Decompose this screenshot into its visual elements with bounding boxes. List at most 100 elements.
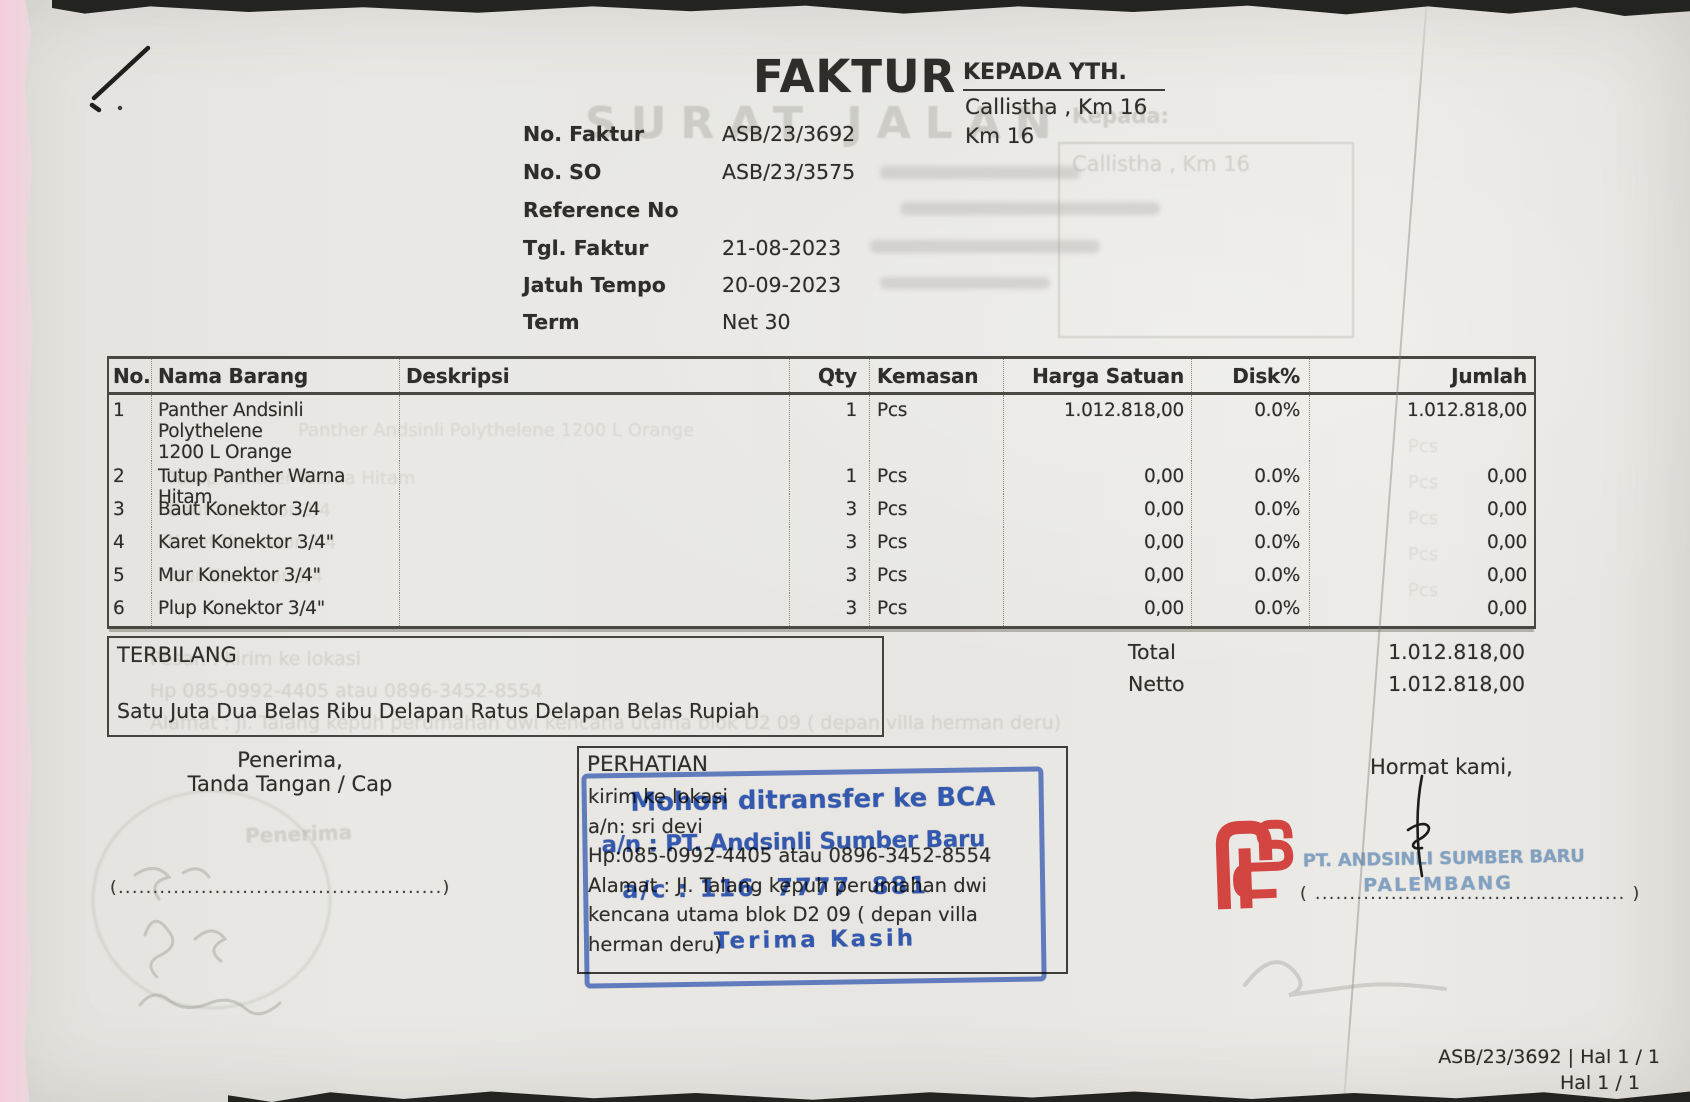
cell-nama-barang: Plup Konektor 3/4" (152, 593, 400, 626)
stamp-line-thanks: Terima Kasih (713, 925, 917, 955)
cell-harga-satuan: 0,00 (1004, 494, 1192, 527)
cell-nama-barang: Baut Konektor 3/4 (152, 494, 400, 527)
col-header-deskripsi: Deskripsi (400, 359, 790, 392)
bleedthrough-hp: Hp 085-0992-4405 atau 0896-3452-8554 (150, 680, 543, 702)
recipient-address: Km 16 (965, 124, 1035, 149)
cell-kemasan: Pcs (870, 593, 1004, 626)
col-header-nama-barang: Nama Barang (152, 359, 400, 392)
meta-value-jatuh-tempo: 20-09-2023 (722, 273, 842, 297)
document-title: FAKTUR (753, 50, 957, 103)
cell-harga-satuan: 0,00 (1004, 593, 1192, 626)
stamp-line-account-name: a/n : PT. Andsinli Sumber Baru (601, 826, 986, 859)
stamp-line-account-number: a/c : 116 7777 881 (621, 871, 929, 905)
perhatian-line: kencana utama blok D2 09 ( depan villa (588, 903, 978, 926)
cell-jumlah: 0,00 (1487, 532, 1527, 553)
cell-harga-satuan: 1.012.818,00 (1004, 395, 1192, 461)
cell-no: 3 (109, 494, 152, 527)
pen-tick-mark (89, 45, 151, 113)
company-logo-stamp (1215, 819, 1294, 910)
netto-value: 1.012.818,00 (1388, 672, 1525, 696)
bleedthrough-smudge (880, 277, 1050, 289)
cell-harga-satuan: 0,00 (1004, 527, 1192, 560)
perhatian-box: PERHATIAN kirim ke lokasi a/n: sri devi … (577, 746, 1068, 974)
bleedthrough-surat-jalan-title: SURAT JALAN (585, 98, 1066, 149)
cell-harga-satuan: 0,00 (1004, 461, 1192, 494)
cell-disk: 0.0% (1192, 593, 1310, 626)
perhatian-line: Alamat : Jl. Talang kepuh perumahan dwi (588, 873, 987, 897)
cell-qty: 1 (790, 395, 870, 461)
meta-label-jatuh-tempo: Jatuh Tempo (523, 273, 666, 297)
col-header-jumlah: Jumlah (1451, 364, 1527, 388)
cell-kemasan: Pcs (870, 395, 1004, 461)
bleedthrough-pcs: Pcs (1408, 508, 1439, 529)
items-table: No. Nama Barang Deskripsi Qty Kemasan Ha… (107, 356, 1536, 629)
bleedthrough-smudge (870, 240, 1100, 253)
meta-label-term: Term (523, 310, 580, 334)
cell-jumlah: 0,00 (1487, 565, 1527, 586)
cell-kemasan: Pcs (870, 527, 1004, 560)
col-header-kemasan: Kemasan (870, 359, 1004, 392)
cell-kemasan: Pcs (870, 560, 1004, 593)
cell-disk: 0.0% (1192, 494, 1310, 527)
cell-qty: 3 (790, 560, 870, 593)
bleedthrough-alamat: Alamat : Jl. Talang kepuh perumahan dwi … (150, 712, 1062, 734)
cell-deskripsi (400, 560, 790, 593)
table-row: 5 Mur Konektor 3/4" 3 Pcs 0,00 0.0% 0,00 (109, 560, 1534, 593)
penerima-label: Penerima, (237, 748, 343, 772)
col-header-qty: Qty (790, 359, 870, 392)
bleedthrough-pcs: Pcs (1408, 544, 1439, 565)
terbilang-box: TERBILANG Satu Juta Dua Belas Ribu Delap… (107, 636, 884, 737)
cell-qty: 3 (790, 593, 870, 626)
bleedthrough-item: Panther Andsinli Polythelene 1200 L Oran… (298, 420, 695, 441)
perhatian-line: herman deru) (588, 932, 722, 956)
bleedthrough-item: Baut Konektor 3/4 (168, 500, 331, 521)
cell-qty: 3 (790, 527, 870, 560)
cell-no: 2 (109, 461, 152, 494)
bleedthrough-penerima: Penerima (244, 820, 353, 848)
cell-disk: 0.0% (1192, 395, 1310, 461)
cell-nama-barang: Karet Konektor 3/4" (152, 527, 400, 560)
tanda-tangan-label: Tanda Tangan / Cap (187, 772, 393, 796)
col-header-harga-satuan: Harga Satuan (1004, 359, 1192, 392)
perhatian-line: Hp:085-0992-4405 atau 0896-3452-8554 (588, 844, 992, 867)
perhatian-title: PERHATIAN (587, 752, 708, 777)
bleedthrough-item: Tutup Panther Warna Hitam (168, 468, 416, 489)
cell-kemasan: Pcs (870, 461, 1004, 494)
cell-harga-satuan: 0,00 (1004, 560, 1192, 593)
scan-edge-pink (0, 0, 33, 1102)
bleedthrough-handwriting (133, 867, 282, 1016)
cell-no: 4 (109, 527, 152, 560)
meta-value-term: Net 30 (722, 310, 791, 334)
stamp-line-transfer: Mohon ditransfer ke BCA (630, 782, 996, 818)
bleedthrough-kepada-box (1058, 142, 1354, 338)
col-header-disk: Disk% (1192, 359, 1310, 392)
bca-transfer-stamp: Mohon ditransfer ke BCA a/n : PT. Andsin… (581, 766, 1047, 989)
table-row: 6 Plup Konektor 3/4" 3 Pcs 0,00 0.0% 0,0… (109, 593, 1534, 626)
col-header-no: No. (109, 359, 152, 392)
company-stamp-name: PT. ANDSINLI SUMBER BARU (1302, 845, 1585, 872)
signature-line-left: (.......................................… (110, 878, 451, 898)
bleedthrough-smudge (880, 166, 1080, 179)
bleedthrough-round-stamp (92, 790, 331, 1009)
bleedthrough-pcs: Pcs (1408, 472, 1439, 493)
table-row: 2 Tutup Panther Warna Hitam 1 Pcs 0,00 0… (109, 461, 1534, 508)
terbilang-label: TERBILANG (117, 643, 237, 667)
cell-deskripsi (400, 494, 790, 527)
bleedthrough-pcs: Pcs (1408, 580, 1439, 601)
footer-page-cutoff: Hal 1 / 1 (1560, 1072, 1640, 1094)
penerima-block: Penerima, Tanda Tangan / Cap (155, 748, 425, 796)
scan-edge-bottom (228, 1091, 1690, 1102)
cell-disk: 0.0% (1192, 560, 1310, 593)
signature-line-right: ( ......................................… (1300, 884, 1641, 904)
footer-reference: ASB/23/3692 | Hal 1 / 1 (1438, 1046, 1660, 1068)
table-row: 1 Panther Andsinli Polythelene 1200 L Or… (109, 395, 1534, 463)
total-label: Total (1128, 640, 1176, 664)
cell-deskripsi (400, 593, 790, 626)
cell-disk: 0.0% (1192, 527, 1310, 560)
cell-nama-barang: Panther Andsinli Polythelene 1200 L Oran… (152, 395, 400, 463)
cell-no: 6 (109, 593, 152, 626)
total-value: 1.012.818,00 (1388, 640, 1525, 664)
bleedthrough-pesan: Pesan : kirim ke lokasi (150, 648, 361, 670)
cell-jumlah: 1.012.818,00 (1407, 400, 1527, 421)
